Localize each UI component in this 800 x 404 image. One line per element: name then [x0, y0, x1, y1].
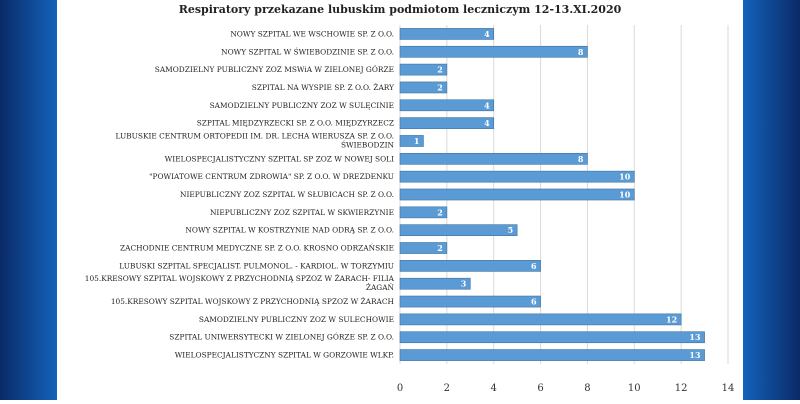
data-label: 2 — [437, 82, 443, 92]
x-tick-label: 12 — [675, 383, 688, 394]
category-label: NOWY SZPITAL W KOSTRZYNIE NAD ODRĄ SP. Z… — [185, 226, 394, 235]
bar — [399, 224, 518, 237]
category-label: 105.KRESOWY SZPITAL WOJSKOWY Z PRZYCHODN… — [111, 297, 395, 306]
category-label: SAMODZIELNY PUBLICZNY ZOZ MSWiA W ZIELON… — [155, 65, 394, 74]
x-tick-label: 8 — [584, 383, 590, 394]
category-label: SZPITAL MIĘDZYRZECKI SP. Z O.O. MIĘDZYRZ… — [197, 119, 394, 128]
data-label: 13 — [689, 332, 701, 342]
x-tick-label: 0 — [397, 383, 403, 394]
data-label: 2 — [437, 65, 443, 75]
bar — [399, 63, 448, 76]
data-label: 13 — [689, 350, 701, 360]
category-label: ZACHODNIE CENTRUM MEDYCZNE SP. Z O.O. KR… — [120, 244, 394, 253]
chart-title: Respiratory przekazane lubuskim podmioto… — [179, 3, 622, 16]
x-tick-label: 4 — [491, 383, 497, 394]
category-label: SZPITAL NA WYSPIE SP. Z O.O. ŻARY — [252, 83, 394, 92]
category-label: NIEPUBLICZNY ZOZ SZPITAL W SKWIERZYNIE — [210, 208, 394, 217]
bars: 4 8 2 2 4 4 1 8 10 10 2 5 2 6 3 6 12 13 13 — [399, 28, 705, 361]
chart-panel: Respiratory przekazane lubuskim podmioto… — [57, 0, 743, 400]
bar — [399, 117, 495, 129]
data-label: 5 — [508, 225, 514, 235]
data-label: 8 — [578, 47, 584, 57]
x-tick-label: 6 — [537, 383, 543, 394]
data-label: 1 — [414, 136, 420, 146]
data-label: 6 — [531, 297, 537, 307]
bar — [399, 188, 635, 201]
data-label: 8 — [578, 154, 584, 164]
x-tick-label: 2 — [444, 383, 450, 394]
category-label: WIELOSPECJALISTYCZNY SZPITAL W GORZOWIE … — [175, 351, 394, 360]
bar — [399, 295, 541, 308]
category-labels: NOWY SZPITAL WE WSCHOWIE SP. Z O.O. NOWY … — [85, 29, 395, 359]
category-label: NOWY SZPITAL W ŚWIEBODZINIE SP. Z O.O. — [221, 47, 394, 56]
category-label: SAMODZIELNY PUBLICZNY ZOZ W SULĘCINIE — [210, 101, 394, 110]
category-label: WIELOSPECJALISTYCZNY SZPITAL SP ZOZ W NO… — [165, 154, 394, 163]
category-label: LUBUSKI SZPITAL SPECJALIST. PULMONOL. - … — [119, 261, 394, 270]
bar — [399, 81, 448, 94]
data-label: 2 — [437, 207, 443, 217]
data-label: 4 — [484, 29, 490, 39]
category-label: 105.KRESOWY SZPITAL WOJSKOWY Z PRZYCHODN… — [85, 274, 395, 292]
bar-chart: Respiratory przekazane lubuskim podmioto… — [85, 3, 735, 394]
bar — [399, 349, 705, 361]
bar — [399, 45, 588, 58]
x-tick-label: 14 — [722, 383, 735, 394]
bar — [399, 152, 588, 165]
bar — [399, 260, 541, 272]
bar — [399, 206, 448, 219]
category-label: SZPITAL UNIWERSYTECKI W ZIELONEJ GÓRZE S… — [169, 333, 394, 342]
bar — [399, 331, 705, 344]
data-label: 3 — [461, 279, 467, 289]
bar — [399, 28, 495, 40]
data-label: 4 — [484, 100, 490, 110]
bar — [399, 313, 682, 326]
data-label: 6 — [531, 261, 537, 271]
bar — [399, 170, 635, 183]
data-label: 2 — [437, 243, 443, 253]
bar — [399, 135, 424, 147]
data-label: 4 — [484, 118, 490, 128]
category-label: "POWIATOWE CENTRUM ZDROWIA" SP. Z O.O. W… — [149, 172, 394, 181]
bar — [399, 277, 471, 290]
x-tick-label: 10 — [628, 383, 641, 394]
category-label: NIEPUBLICZNY ZOZ SZPITAL W SŁUBICACH SP.… — [180, 190, 394, 199]
bar — [399, 99, 495, 112]
bar — [399, 242, 448, 254]
category-label: LUBUSKIE CENTRUM ORTOPEDII IM. DR. LECHA… — [116, 131, 395, 149]
category-label: NOWY SZPITAL WE WSCHOWIE SP. Z O.O. — [230, 29, 394, 38]
x-axis-ticks: 0 2 4 6 8 10 12 14 — [397, 383, 735, 394]
data-label: 10 — [619, 172, 631, 182]
data-label: 10 — [619, 190, 631, 200]
data-label: 12 — [666, 314, 677, 324]
category-label: SAMODZIELNY PUBLICZNY ZOZ W SULECHOWIE — [199, 315, 394, 324]
